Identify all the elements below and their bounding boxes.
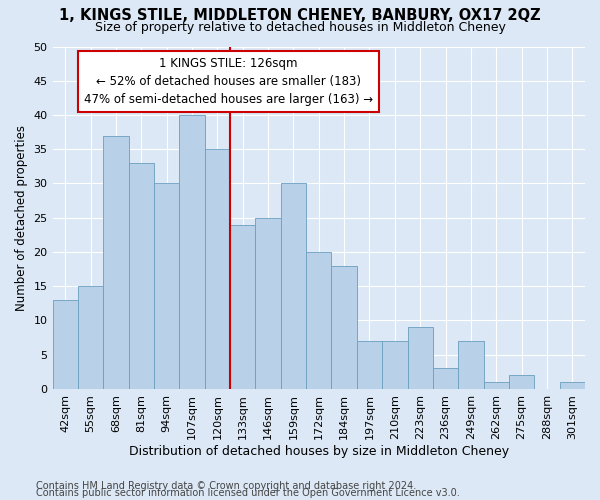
Bar	[281, 184, 306, 389]
Bar	[357, 341, 382, 389]
Bar	[382, 341, 407, 389]
Bar	[154, 184, 179, 389]
Bar	[331, 266, 357, 389]
Bar	[509, 376, 534, 389]
Bar	[78, 286, 103, 389]
Bar	[205, 149, 230, 389]
Bar	[230, 224, 256, 389]
Bar	[103, 136, 128, 389]
Text: Size of property relative to detached houses in Middleton Cheney: Size of property relative to detached ho…	[95, 21, 505, 34]
Text: 1, KINGS STILE, MIDDLETON CHENEY, BANBURY, OX17 2QZ: 1, KINGS STILE, MIDDLETON CHENEY, BANBUR…	[59, 8, 541, 22]
Bar	[306, 252, 331, 389]
Y-axis label: Number of detached properties: Number of detached properties	[15, 124, 28, 310]
Text: Contains public sector information licensed under the Open Government Licence v3: Contains public sector information licen…	[36, 488, 460, 498]
X-axis label: Distribution of detached houses by size in Middleton Cheney: Distribution of detached houses by size …	[129, 444, 509, 458]
Bar	[407, 328, 433, 389]
Bar	[484, 382, 509, 389]
Text: 1 KINGS STILE: 126sqm
← 52% of detached houses are smaller (183)
47% of semi-det: 1 KINGS STILE: 126sqm ← 52% of detached …	[83, 57, 373, 106]
Bar	[179, 115, 205, 389]
Bar	[53, 300, 78, 389]
Bar	[433, 368, 458, 389]
Text: Contains HM Land Registry data © Crown copyright and database right 2024.: Contains HM Land Registry data © Crown c…	[36, 481, 416, 491]
Bar	[128, 163, 154, 389]
Bar	[458, 341, 484, 389]
Bar	[256, 218, 281, 389]
Bar	[560, 382, 585, 389]
